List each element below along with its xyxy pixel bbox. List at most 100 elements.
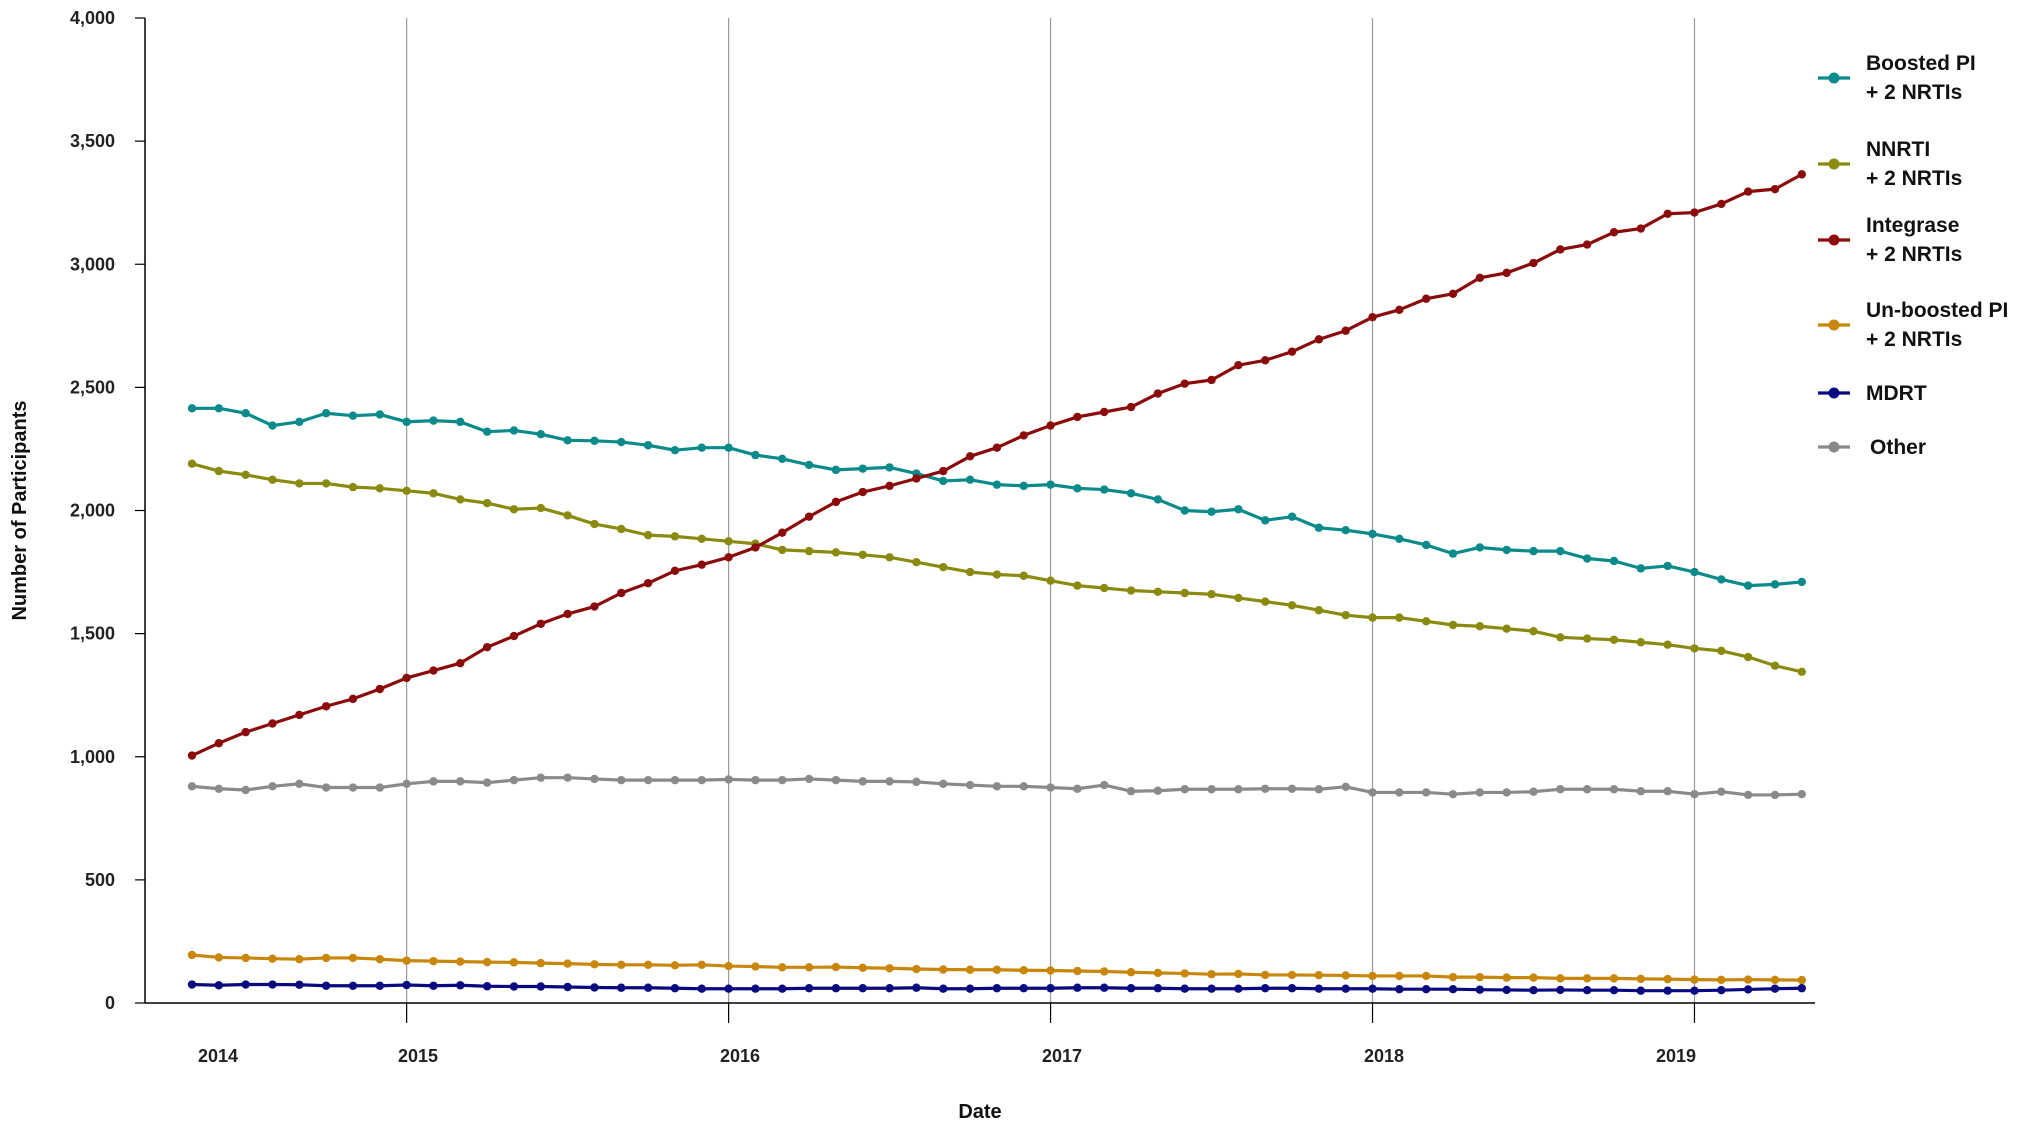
data-point	[1502, 973, 1511, 982]
data-point	[1153, 786, 1163, 795]
data-point	[375, 981, 385, 990]
data-point	[1341, 971, 1350, 980]
data-point	[939, 476, 948, 486]
data-point	[965, 984, 975, 993]
data-point	[1663, 561, 1672, 571]
data-point	[375, 684, 385, 694]
data-point	[1770, 661, 1780, 670]
data-point	[1314, 785, 1324, 794]
data-point	[268, 782, 277, 791]
data-point	[1207, 590, 1216, 599]
data-point	[697, 443, 706, 452]
data-point	[1636, 787, 1646, 796]
data-point	[1207, 375, 1216, 385]
legend-label: Un-boosted PI	[1866, 299, 2008, 322]
data-point	[187, 404, 197, 413]
data-point	[965, 475, 975, 484]
data-point	[1717, 787, 1726, 796]
legend-swatch-marker	[1828, 158, 1840, 170]
data-point	[804, 963, 814, 972]
data-point	[1448, 985, 1458, 994]
data-point	[429, 956, 438, 966]
series-integrase	[187, 170, 1807, 760]
data-point	[429, 416, 438, 425]
data-point	[1261, 984, 1270, 993]
data-point	[697, 960, 706, 970]
data-point	[1421, 540, 1431, 550]
data-point	[1261, 597, 1270, 606]
data-point	[1395, 985, 1404, 994]
data-point	[885, 777, 894, 786]
data-point	[295, 417, 304, 427]
data-point	[1153, 984, 1163, 993]
data-point	[1663, 974, 1672, 984]
data-point	[402, 417, 411, 427]
data-point	[724, 961, 733, 971]
data-point	[348, 953, 358, 963]
x-ticks: 2014 2015 2016 2017 2018 2019	[198, 1046, 1696, 1066]
data-point	[1126, 402, 1136, 412]
data-point	[1556, 633, 1565, 642]
data-point	[1368, 984, 1377, 993]
data-point	[1582, 634, 1592, 643]
data-point	[1207, 507, 1216, 516]
data-point	[1475, 985, 1485, 994]
data-point	[295, 980, 304, 989]
data-point	[751, 543, 760, 552]
data-point	[1046, 783, 1055, 792]
data-point	[1609, 985, 1619, 995]
data-point	[697, 775, 706, 785]
data-point	[885, 984, 894, 993]
data-point	[402, 779, 411, 789]
data-point	[563, 609, 572, 619]
data-point	[241, 785, 250, 795]
data-point	[1019, 571, 1028, 580]
data-point	[617, 437, 626, 447]
data-point	[1690, 644, 1699, 653]
data-point	[1502, 985, 1511, 995]
data-point	[429, 489, 438, 498]
data-point	[1019, 431, 1028, 440]
data-point	[321, 409, 331, 418]
data-point	[724, 775, 733, 784]
data-point	[1421, 294, 1431, 303]
data-point	[1582, 985, 1592, 995]
data-point	[1314, 984, 1324, 993]
data-point	[429, 981, 438, 990]
data-point	[536, 429, 545, 439]
data-point	[617, 983, 626, 992]
data-point	[1234, 593, 1243, 603]
data-point	[187, 950, 197, 960]
data-point	[1502, 268, 1511, 278]
data-point	[482, 642, 492, 652]
data-point	[1287, 970, 1297, 980]
legend-label: + 2 NRTIs	[1866, 243, 1962, 266]
data-point	[321, 783, 331, 792]
data-point	[1368, 788, 1377, 797]
data-point	[670, 961, 680, 970]
legend-item: Integrase + 2 NRTIs	[1818, 214, 1962, 266]
data-point	[965, 965, 975, 974]
data-point	[1717, 199, 1726, 209]
data-point	[1421, 985, 1431, 994]
data-point	[885, 463, 894, 472]
legend-item: Other	[1818, 436, 1926, 459]
data-point	[1368, 613, 1377, 622]
data-point	[1395, 613, 1404, 622]
data-point	[1395, 305, 1404, 315]
data-point	[1556, 546, 1565, 556]
data-point	[1341, 526, 1350, 535]
data-point	[1690, 986, 1699, 995]
data-point	[456, 417, 465, 427]
data-point	[992, 965, 1002, 974]
data-point	[1126, 968, 1136, 977]
data-point	[402, 980, 411, 990]
data-point	[1100, 780, 1109, 790]
data-point	[804, 546, 814, 556]
data-point	[295, 954, 304, 964]
data-point	[214, 739, 224, 748]
data-point	[1287, 347, 1297, 356]
data-point	[1019, 481, 1028, 491]
data-point	[187, 980, 197, 989]
data-point	[885, 964, 894, 973]
